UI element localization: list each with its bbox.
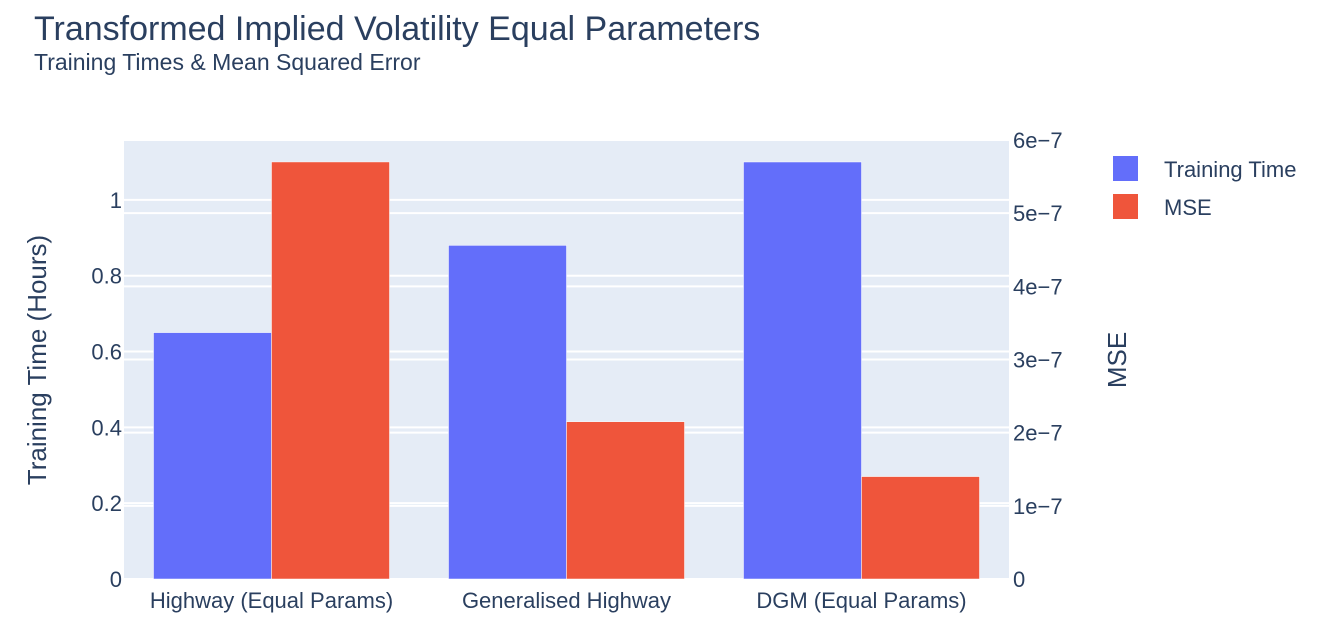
y2-tick-label: 4e−7 (1013, 274, 1063, 299)
x-tick-label: Generalised Highway (462, 588, 671, 613)
chart-subtitle: Training Times & Mean Squared Error (34, 49, 421, 75)
y-axis-ticks: 0 0.2 0.4 0.6 0.8 1 (91, 188, 122, 592)
y-tick-label: 0.6 (91, 340, 122, 365)
legend-label: MSE (1164, 195, 1212, 220)
bar-mse (861, 476, 980, 580)
bar-training-time (448, 245, 567, 580)
x-tick-label: Highway (Equal Params) (150, 588, 393, 613)
y2-tick-label: 0 (1013, 567, 1025, 592)
legend-swatch (1113, 156, 1138, 181)
bars (153, 161, 980, 580)
y-tick-label: 0 (110, 567, 122, 592)
y2-tick-label: 6e−7 (1013, 128, 1063, 153)
y-tick-label: 0.2 (91, 491, 122, 516)
y2-tick-label: 2e−7 (1013, 421, 1063, 446)
y-axis-label: Training Time (Hours) (22, 235, 52, 485)
y-tick-label: 0.8 (91, 264, 122, 289)
bar-training-time (743, 161, 862, 580)
bar-mse (566, 421, 685, 580)
bar-training-time (153, 332, 272, 580)
legend: Training Time MSE (1113, 156, 1296, 220)
y2-tick-label: 1e−7 (1013, 494, 1063, 519)
y2-tick-label: 3e−7 (1013, 348, 1063, 373)
y2-axis-label: MSE (1102, 332, 1132, 388)
y2-tick-label: 5e−7 (1013, 201, 1063, 226)
y-tick-label: 0.4 (91, 415, 122, 440)
chart-title: Transformed Implied Volatility Equal Par… (34, 10, 760, 48)
x-axis-ticks: Highway (Equal Params) Generalised Highwa… (150, 588, 967, 613)
y-tick-label: 1 (110, 188, 122, 213)
bar-mse (271, 161, 390, 580)
legend-label: Training Time (1164, 157, 1296, 182)
legend-swatch (1113, 194, 1138, 219)
x-tick-label: DGM (Equal Params) (756, 588, 966, 613)
y2-axis-ticks: 0 1e−7 2e−7 3e−7 4e−7 5e−7 6e−7 (1013, 128, 1063, 592)
